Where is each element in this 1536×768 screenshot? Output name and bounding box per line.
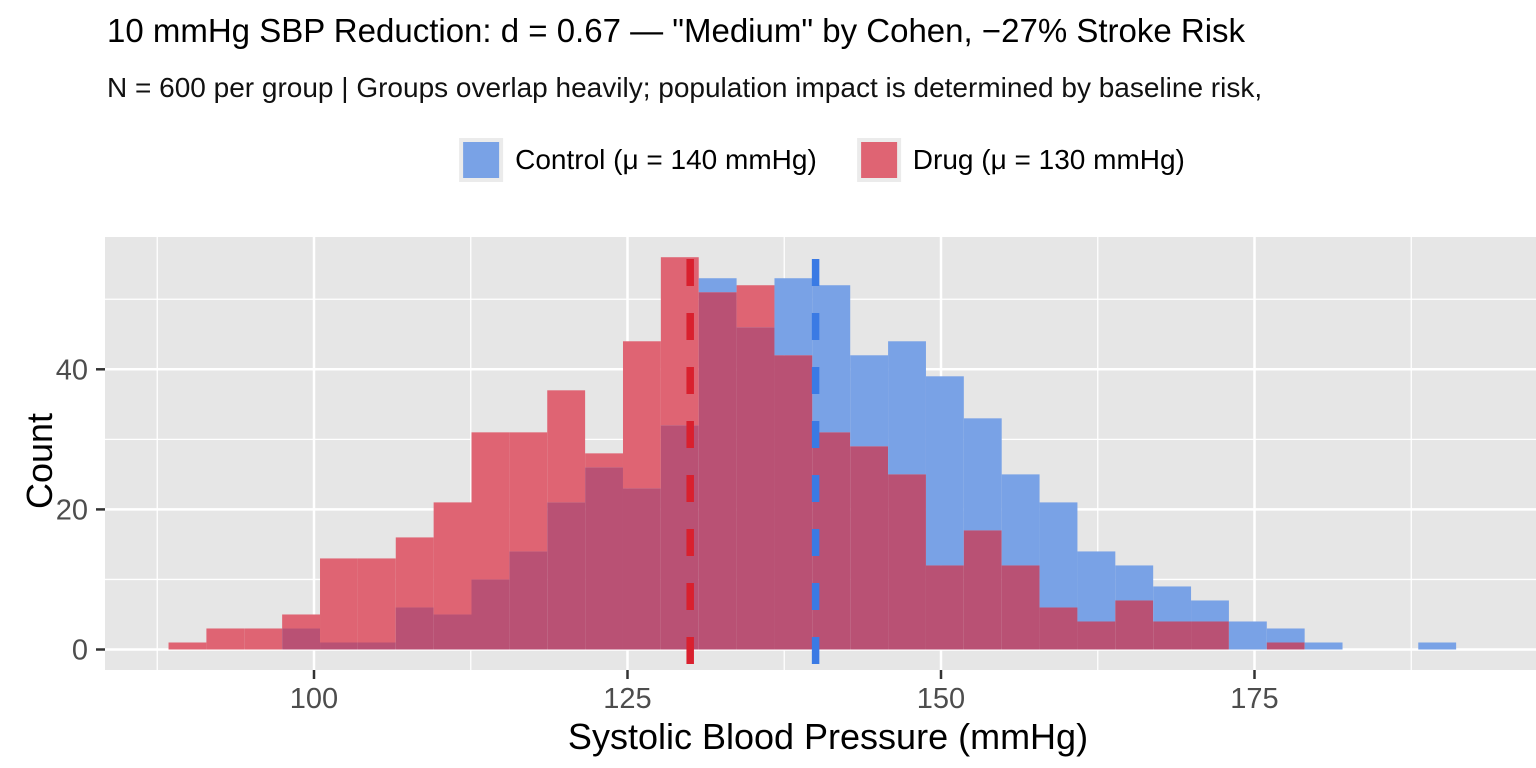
bar-control	[1418, 642, 1457, 650]
bar-overlap	[585, 467, 623, 650]
bar-overlap	[1039, 607, 1078, 650]
bar-overlap	[888, 474, 926, 650]
chart-subtitle: N = 600 per group | Groups overlap heavi…	[107, 72, 1263, 103]
legend-swatch-drug	[860, 142, 897, 178]
bar-overlap	[622, 488, 661, 650]
x-tick-label: 175	[1230, 683, 1278, 715]
bar-control	[850, 355, 889, 447]
bar-drug	[471, 432, 510, 580]
bar-overlap	[471, 579, 510, 650]
bar-overlap	[1153, 621, 1192, 650]
legend-key-drug	[856, 138, 901, 182]
x-axis-title: Systolic Blood Pressure (mmHg)	[567, 716, 1089, 757]
bar-drug	[547, 390, 586, 503]
bar-overlap	[1191, 621, 1229, 650]
chart-title: 10 mmHg SBP Reduction: d = 0.67 — "Mediu…	[107, 12, 1246, 49]
bar-overlap	[282, 628, 321, 650]
bar-overlap	[1001, 565, 1040, 650]
bar-overlap	[698, 292, 737, 650]
y-tick-label: 0	[72, 635, 88, 667]
bar-drug	[357, 558, 396, 643]
x-tick-label: 150	[917, 683, 965, 715]
bar-drug	[736, 285, 775, 328]
bar-overlap	[1115, 600, 1154, 650]
bar-drug	[282, 614, 321, 629]
bar-drug	[622, 341, 661, 489]
bar-overlap	[1077, 621, 1116, 650]
bar-control	[1266, 628, 1305, 643]
legend-key-control	[459, 138, 504, 182]
bar-control	[1304, 642, 1343, 650]
bar-drug	[433, 502, 472, 615]
x-tick-label: 125	[603, 683, 651, 715]
legend-label-control: Control (μ = 140 mmHg)	[515, 144, 817, 175]
bar-control	[812, 285, 851, 433]
bar-overlap	[850, 446, 889, 650]
bar-control	[1077, 551, 1116, 622]
bar-control	[1228, 621, 1267, 650]
bar-overlap	[509, 551, 548, 650]
bar-overlap	[1266, 642, 1305, 650]
bar-control	[1153, 586, 1192, 622]
bar-control	[698, 278, 737, 293]
y-tick-label: 40	[56, 354, 88, 386]
bar-overlap	[547, 502, 586, 650]
bar-control	[1001, 474, 1040, 566]
bar-control	[925, 376, 964, 566]
legend-label-drug: Drug (μ = 130 mmHg)	[912, 144, 1185, 175]
bar-overlap	[774, 355, 813, 650]
bar-drug	[395, 537, 434, 608]
bar-overlap	[736, 327, 775, 650]
bar-drug	[206, 628, 245, 650]
legend-swatch-control	[463, 142, 500, 178]
x-tick-label: 100	[290, 683, 338, 715]
legend: Control (μ = 140 mmHg) Drug (μ = 130 mmHg…	[459, 138, 1185, 182]
bar-drug	[585, 453, 623, 468]
legend-item-drug: Drug (μ = 130 mmHg)	[856, 138, 1185, 182]
bar-drug	[244, 628, 283, 650]
y-axis-title: Count	[19, 412, 60, 510]
legend-item-control: Control (μ = 140 mmHg)	[459, 138, 817, 182]
bar-control	[774, 278, 813, 356]
bar-control	[1191, 600, 1229, 622]
bar-overlap	[433, 614, 472, 650]
y-tick-label: 20	[56, 494, 88, 526]
bar-drug	[509, 432, 548, 552]
bar-control	[1115, 565, 1154, 601]
bar-overlap	[357, 642, 396, 650]
bar-control	[963, 418, 1002, 531]
bar-overlap	[925, 565, 964, 650]
bar-control	[888, 341, 926, 475]
bar-overlap	[320, 642, 358, 650]
bar-drug	[320, 558, 358, 643]
bar-overlap	[395, 607, 434, 650]
bar-drug	[168, 642, 207, 650]
bar-overlap	[963, 530, 1002, 650]
bar-control	[1039, 502, 1078, 608]
